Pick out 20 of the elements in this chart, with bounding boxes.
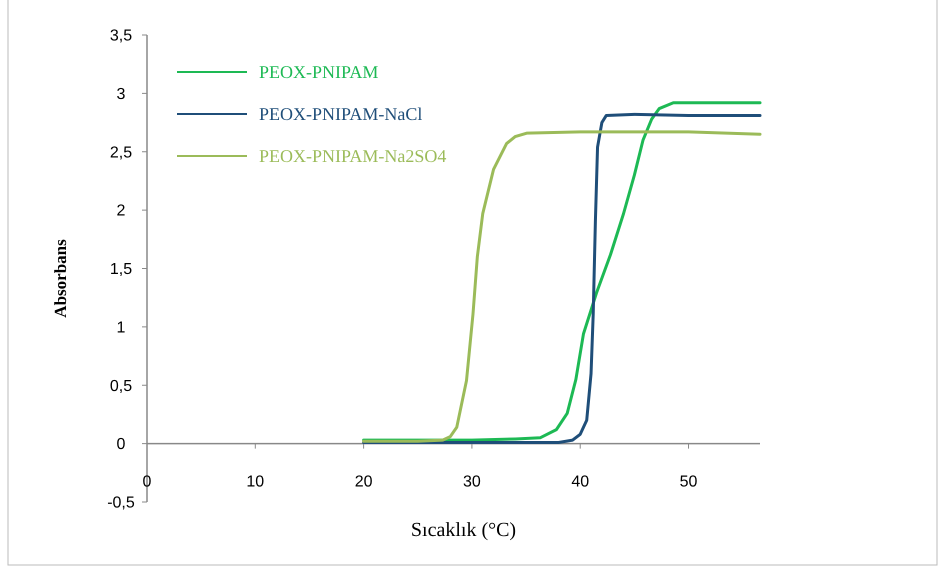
x-tick-label: 50 xyxy=(680,474,698,491)
y-tick-label: 0,5 xyxy=(110,378,132,395)
y-tick-label: -0,5 xyxy=(107,494,135,512)
y-tick-label: 2,5 xyxy=(110,144,132,162)
legend-label: PEOX-PNIPAM-NaCl xyxy=(259,104,422,124)
x-tick-label: 20 xyxy=(354,474,373,491)
y-tick-label: 3 xyxy=(116,86,126,103)
y-tick-label: 3,5 xyxy=(110,28,132,45)
y-axis-title: Absorbans xyxy=(51,238,70,318)
y-tick-label: 2 xyxy=(116,202,126,220)
x-tick-label: 30 xyxy=(463,474,481,491)
x-axis-title: Sıcaklık (°C) xyxy=(410,519,516,541)
y-tick-label: 1 xyxy=(116,319,126,336)
x-tick-label: 0 xyxy=(142,474,152,491)
x-tick-label: 10 xyxy=(246,474,264,491)
x-tick-label: 40 xyxy=(571,474,590,491)
y-tick-label: 1,5 xyxy=(110,261,132,278)
legend-label: PEOX-PNIPAM xyxy=(259,62,378,82)
y-tick-label: 0 xyxy=(116,436,126,454)
legend-label: PEOX-PNIPAM-Na2SO4 xyxy=(259,146,446,166)
